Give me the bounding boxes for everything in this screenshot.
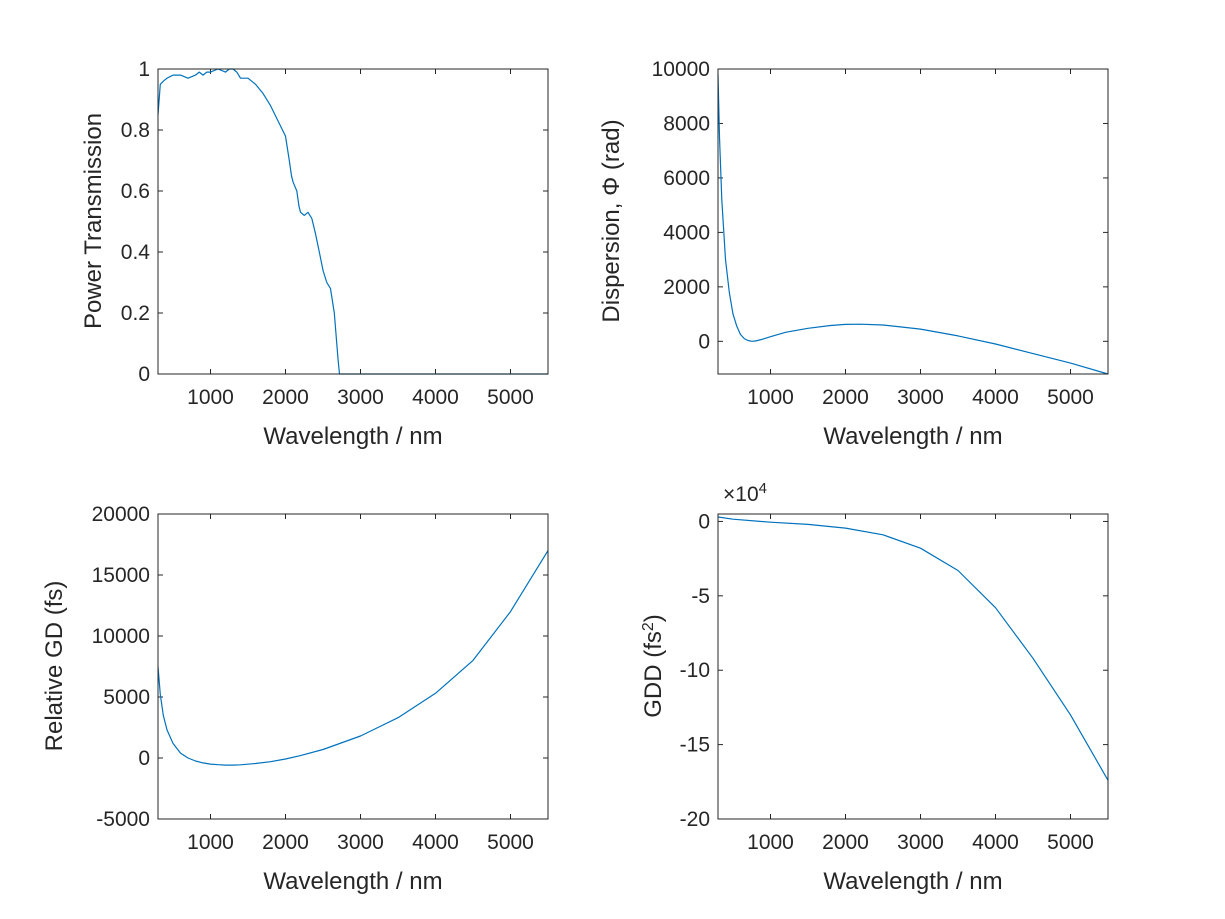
y-axis-label: Relative GD (fs) [41,581,68,752]
x-tick-label: 5000 [1047,386,1094,409]
y-tick-label: 0 [698,510,710,533]
x-tick-label: 1000 [747,386,794,409]
x-tick-label: 4000 [412,386,459,409]
y-tick-label: -5 [691,585,710,608]
x-axis-label: Wavelength / nm [263,423,442,450]
exponent-label: ×104 [723,480,767,507]
panel-dispersion: Wavelength / nm Dispersion, Φ (rad) 1000… [598,58,1109,450]
y-tick-label: -20 [680,808,710,831]
x-tick-label: 2000 [822,831,869,854]
x-tick-label: 5000 [1047,831,1094,854]
x-tick-label: 2000 [822,386,869,409]
y-axis-label: Power Transmission [80,113,107,329]
x-tick-label: 3000 [337,831,384,854]
x-tick-label: 3000 [337,386,384,409]
x-tick-label: 5000 [487,386,534,409]
y-tick-label: 0.4 [121,241,151,264]
y-tick-label: 2000 [663,276,710,299]
axes-box [157,68,549,375]
x-axis-label: Wavelength / nm [263,868,442,895]
x-tick-label: 4000 [972,386,1019,409]
x-tick-label: 4000 [412,831,459,854]
y-tick-label: 20000 [92,503,150,526]
y-tick-label: 0.6 [121,180,150,203]
x-tick-label: 2000 [262,831,309,854]
y-tick-label: -5000 [96,808,150,831]
series-line [717,74,1109,375]
x-tick-label: 4000 [972,831,1019,854]
series-line [157,550,549,766]
x-tick-label: 1000 [747,831,794,854]
panel-relative-gd: Wavelength / nm Relative GD (fs) 1000 200… [41,503,549,895]
exponent-power: 4 [759,480,767,497]
panel-gdd: Wavelength / nm GDD (fs2) ×104 1000 2000 3… [640,480,1109,895]
x-tick-label: 1000 [187,831,234,854]
y-tick-label: 10000 [652,58,710,81]
y-tick-label: 10000 [92,625,150,648]
x-axis-label: Wavelength / nm [823,868,1002,895]
series-line [717,516,1109,781]
axes-box [717,513,1109,820]
y-tick-label: 0 [138,363,150,386]
y-axis-label-end: ) [640,614,667,622]
y-tick-label: 0.2 [121,302,150,325]
y-tick-label: 0 [138,747,150,770]
y-tick-label: 15000 [92,564,150,587]
y-tick-label: -10 [680,659,710,682]
series-line [157,68,548,375]
x-tick-label: 5000 [487,831,534,854]
y-tick-label: 0.8 [121,119,150,142]
y-tick-label: 4000 [663,221,710,244]
axes-box [717,68,1109,375]
y-axis-label: GDD (fs2) [640,614,668,718]
panel-power-transmission: Wavelength / nm Power Transmission 1000 2… [80,58,549,450]
y-tick-label: -15 [680,734,710,757]
y-tick-label: 6000 [663,167,710,190]
y-tick-label: 1 [138,58,150,81]
y-axis-label-superscript: 2 [640,622,657,631]
axes-box [157,513,549,820]
x-tick-label: 3000 [897,831,944,854]
y-tick-label: 8000 [663,112,710,135]
x-tick-label: 2000 [262,386,309,409]
y-axis-label-main: GDD (fs [640,631,667,718]
y-tick-label: 0 [698,330,710,353]
x-axis-label: Wavelength / nm [823,423,1002,450]
x-tick-label: 1000 [187,386,234,409]
exponent-base: ×10 [723,483,759,506]
y-tick-label: 5000 [103,686,150,709]
x-tick-label: 3000 [897,386,944,409]
y-axis-label: Dispersion, Φ (rad) [598,119,625,322]
